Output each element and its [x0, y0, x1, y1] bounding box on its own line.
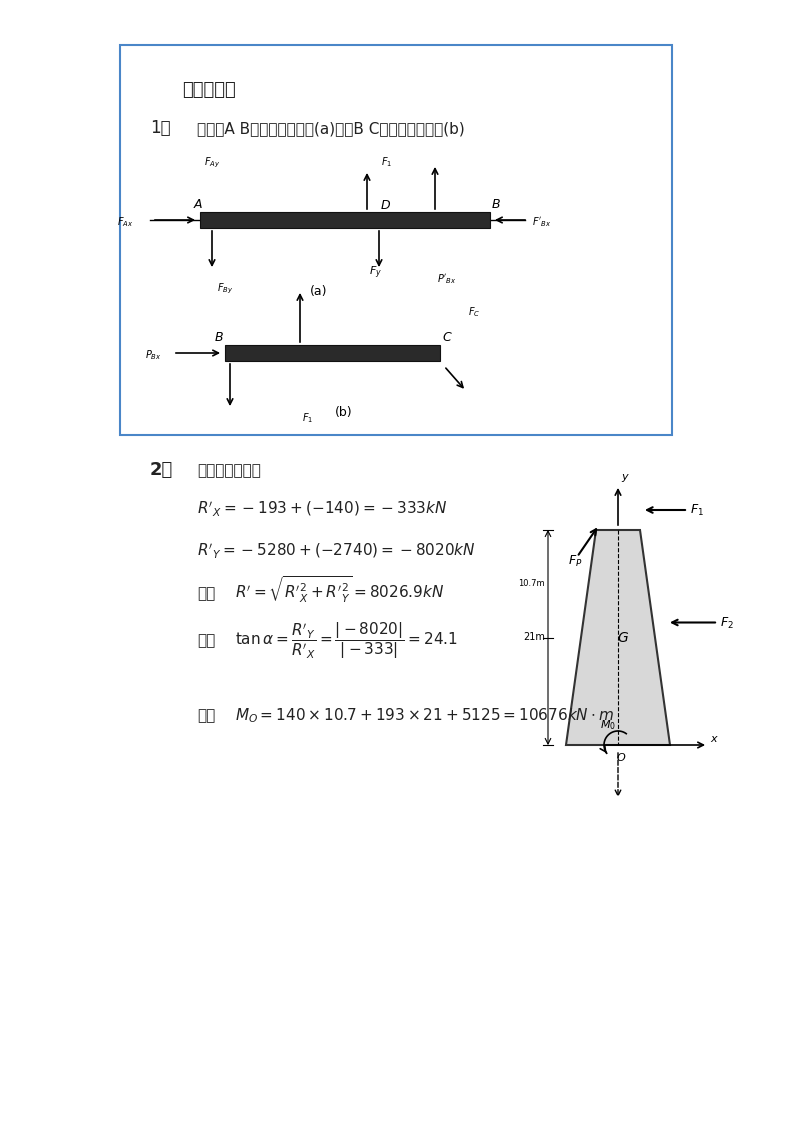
Text: x: x [710, 734, 717, 744]
Bar [225, 344, 440, 361]
Text: $R'_X = -193+(-140) = -333kN$: $R'_X = -193+(-140) = -333kN$ [197, 498, 447, 517]
Text: B: B [214, 331, 223, 344]
Text: $R' = \sqrt{R'^2_X + R'^2_Y} = 8026.9kN$: $R' = \sqrt{R'^2_X + R'^2_Y} = 8026.9kN$ [235, 574, 444, 605]
Text: 10.7m: 10.7m [519, 579, 545, 588]
Text: 解：作A B段的受力图如图(a)，作B C段的受力图如图(b): 解：作A B段的受力图如图(a)，作B C段的受力图如图(b) [197, 121, 465, 136]
Text: 主矢: 主矢 [197, 586, 215, 601]
Text: 方向: 方向 [197, 633, 215, 649]
Text: $F_2$: $F_2$ [720, 616, 734, 631]
Polygon shape [566, 530, 670, 745]
Text: B: B [492, 197, 500, 211]
Text: 21m: 21m [523, 633, 545, 643]
Text: $F_{Ax}$: $F_{Ax}$ [117, 215, 133, 229]
Text: G: G [618, 631, 628, 644]
Text: (b): (b) [335, 406, 353, 419]
Text: 2、: 2、 [150, 461, 173, 479]
Text: $F_{Ay}$: $F_{Ay}$ [204, 156, 220, 169]
Text: (a): (a) [310, 285, 328, 298]
Text: A: A [193, 197, 202, 211]
Text: $F_1$: $F_1$ [381, 155, 393, 168]
Text: y: y [621, 472, 627, 482]
Text: D: D [381, 199, 391, 212]
Text: 主矩: 主矩 [197, 708, 215, 723]
Text: $P'_{Bx}$: $P'_{Bx}$ [437, 272, 457, 286]
Text: C: C [442, 331, 450, 344]
Text: $M_O = 140\times10.7+193\times21+5125 = 10676kN\cdot m$: $M_O = 140\times10.7+193\times21+5125 = … [235, 706, 614, 725]
Text: $F_1$: $F_1$ [690, 503, 704, 518]
Text: 解：坐标系如图: 解：坐标系如图 [197, 463, 261, 478]
Text: $F_y$: $F_y$ [369, 265, 382, 280]
Text: 三、计算题: 三、计算题 [182, 81, 236, 99]
Text: $F_C$: $F_C$ [468, 305, 481, 319]
Text: $F'_{Bx}$: $F'_{Bx}$ [532, 215, 551, 229]
Bar [200, 212, 490, 228]
Text: 1、: 1、 [150, 119, 170, 137]
Text: $F_1$: $F_1$ [302, 411, 313, 425]
Text: $P_{Bx}$: $P_{Bx}$ [144, 348, 161, 361]
Text: $F_{By}$: $F_{By}$ [217, 282, 233, 296]
Text: $R'_Y = -5280+(-2740) = -8020kN$: $R'_Y = -5280+(-2740) = -8020kN$ [197, 541, 476, 560]
Text: $\tan\alpha = \dfrac{R'_Y}{R'_X} = \dfrac{|-8020|}{|-333|} = 24.1$: $\tan\alpha = \dfrac{R'_Y}{R'_X} = \dfra… [235, 620, 458, 661]
Bar [120, 45, 672, 435]
Text: $M_0$: $M_0$ [600, 718, 616, 732]
Text: $F_P$: $F_P$ [568, 554, 582, 569]
Text: O: O [617, 753, 626, 763]
